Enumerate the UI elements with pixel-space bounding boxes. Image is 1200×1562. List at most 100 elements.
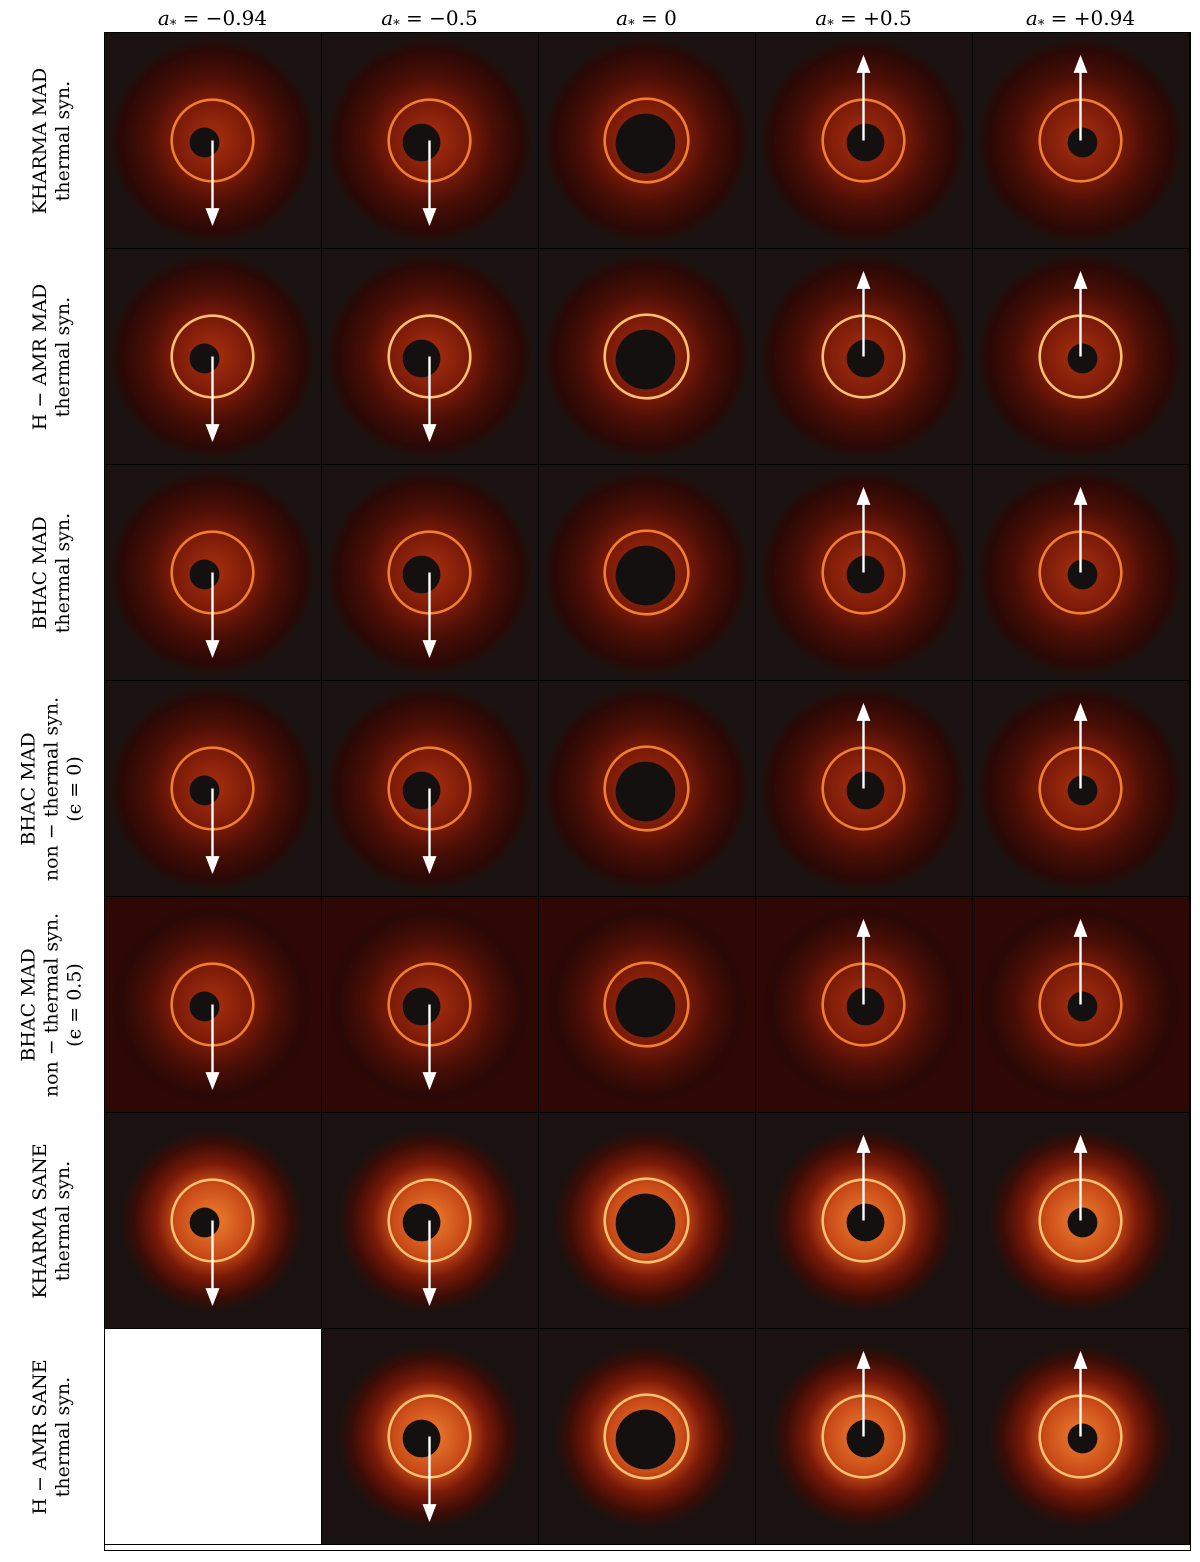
column-header: a* = −0.94 xyxy=(104,4,321,33)
black-hole-image xyxy=(973,465,1189,680)
black-hole-shadow xyxy=(1067,991,1098,1022)
black-hole-image xyxy=(322,33,538,248)
black-hole-shadow xyxy=(1067,1207,1098,1238)
black-hole-image-panel xyxy=(973,897,1190,1113)
black-hole-image-panel xyxy=(756,897,973,1113)
spin-subscript: * xyxy=(1037,18,1045,33)
black-hole-shadow xyxy=(1067,343,1098,374)
black-hole-image-panel xyxy=(539,1113,756,1329)
black-hole-image xyxy=(756,1113,972,1328)
black-hole-image xyxy=(322,1329,538,1544)
column-header: a* = +0.94 xyxy=(972,4,1189,33)
arrow-up-icon xyxy=(1073,702,1088,789)
black-hole-image-panel xyxy=(105,465,322,681)
black-hole-image-panel xyxy=(756,1329,973,1545)
black-hole-shadow xyxy=(615,1409,676,1470)
row-label-line1: H − AMR SANE xyxy=(29,1359,51,1515)
black-hole-image xyxy=(756,681,972,896)
black-hole-image xyxy=(756,897,972,1112)
column-header: a* = +0.5 xyxy=(755,4,972,33)
row-label-line1: KHARMA MAD xyxy=(29,67,51,215)
black-hole-image-panel xyxy=(756,1113,973,1329)
black-hole-image xyxy=(973,681,1189,896)
arrow-up-icon xyxy=(856,918,871,1005)
black-hole-image-panel xyxy=(105,897,322,1113)
spin-symbol: a xyxy=(616,6,629,30)
arrow-up-icon xyxy=(1073,54,1088,141)
arrow-down-icon xyxy=(422,1220,437,1307)
arrow-up-icon xyxy=(1073,1134,1088,1221)
black-hole-shadow xyxy=(402,1203,441,1242)
black-hole-image xyxy=(105,681,321,896)
black-hole-image xyxy=(973,33,1189,248)
black-hole-shadow xyxy=(615,1193,676,1254)
row-label: H − AMR SANE thermal syn. xyxy=(0,1329,104,1545)
arrow-down-icon xyxy=(205,1004,220,1091)
photon-ring xyxy=(603,313,690,400)
row-label: BHAC MAD thermal syn. xyxy=(0,465,104,681)
black-hole-shadow xyxy=(846,1419,885,1458)
black-hole-shadow xyxy=(846,339,885,378)
spin-symbol: a xyxy=(815,6,828,30)
row-label-line2: thermal syn. xyxy=(52,1376,74,1498)
row-label-line1: KHARMA SANE xyxy=(29,1143,51,1299)
arrow-down-icon xyxy=(422,1436,437,1523)
spin-symbol: a xyxy=(381,6,394,30)
row-label-text: KHARMA SANE thermal syn. xyxy=(29,1143,75,1298)
black-hole-shadow xyxy=(402,1419,441,1458)
photon-ring xyxy=(603,1177,690,1264)
black-hole-image-panel xyxy=(973,1329,1190,1545)
row-label-line2: thermal syn. xyxy=(52,296,74,418)
black-hole-shadow xyxy=(402,555,441,594)
black-hole-image xyxy=(973,897,1189,1112)
black-hole-shadow xyxy=(846,771,885,810)
black-hole-image xyxy=(756,249,972,464)
black-hole-image-panel xyxy=(539,249,756,465)
black-hole-shadow xyxy=(189,775,220,806)
black-hole-shadow xyxy=(189,1207,220,1238)
black-hole-shadow xyxy=(1067,559,1098,590)
black-hole-image-panel xyxy=(756,465,973,681)
black-hole-image-panel xyxy=(973,1113,1190,1329)
arrow-down-icon xyxy=(422,140,437,227)
black-hole-image xyxy=(539,465,755,680)
arrow-down-icon xyxy=(205,572,220,659)
spin-subscript: * xyxy=(628,18,635,33)
black-hole-image-panel xyxy=(105,1113,322,1329)
row-label-line3: (ϵ = 0.5) xyxy=(63,963,86,1047)
arrow-up-icon xyxy=(856,54,871,141)
black-hole-shadow xyxy=(1067,775,1098,806)
photon-ring xyxy=(603,97,690,184)
black-hole-image-panel xyxy=(539,681,756,897)
black-hole-image-panel xyxy=(756,681,973,897)
arrow-down-icon xyxy=(205,1220,220,1307)
black-hole-image xyxy=(105,897,321,1112)
black-hole-shadow xyxy=(1067,1423,1098,1454)
arrow-up-icon xyxy=(1073,270,1088,357)
arrow-down-icon xyxy=(205,788,220,875)
black-hole-image-panel xyxy=(539,1329,756,1545)
black-hole-image-panel xyxy=(756,249,973,465)
black-hole-shadow xyxy=(189,991,220,1022)
arrow-down-icon xyxy=(422,1004,437,1091)
arrow-down-icon xyxy=(422,788,437,875)
spin-subscript: * xyxy=(827,18,834,33)
black-hole-image-panel xyxy=(973,33,1190,249)
column-header: a* = 0 xyxy=(538,4,755,33)
row-label-line2: thermal syn. xyxy=(52,80,74,202)
arrow-up-icon xyxy=(856,1350,871,1437)
row-label-line2: thermal syn. xyxy=(52,512,74,634)
black-hole-image xyxy=(322,897,538,1112)
black-hole-image xyxy=(322,465,538,680)
arrow-up-icon xyxy=(856,270,871,357)
row-label-line1: H − AMR MAD xyxy=(29,283,51,431)
black-hole-shadow xyxy=(402,339,441,378)
black-hole-image-panel xyxy=(322,1329,539,1545)
black-hole-image xyxy=(539,1329,755,1544)
row-label-text: H − AMR MAD thermal syn. xyxy=(29,284,75,431)
row-label-line1: BHAC MAD xyxy=(17,948,40,1062)
black-hole-image xyxy=(539,33,755,248)
column-header: a* = −0.5 xyxy=(321,4,538,33)
row-label-text: BHAC MAD non − thermal syn. (ϵ = 0.5) xyxy=(18,913,87,1097)
row-label-line3: (ϵ = 0) xyxy=(63,756,86,822)
